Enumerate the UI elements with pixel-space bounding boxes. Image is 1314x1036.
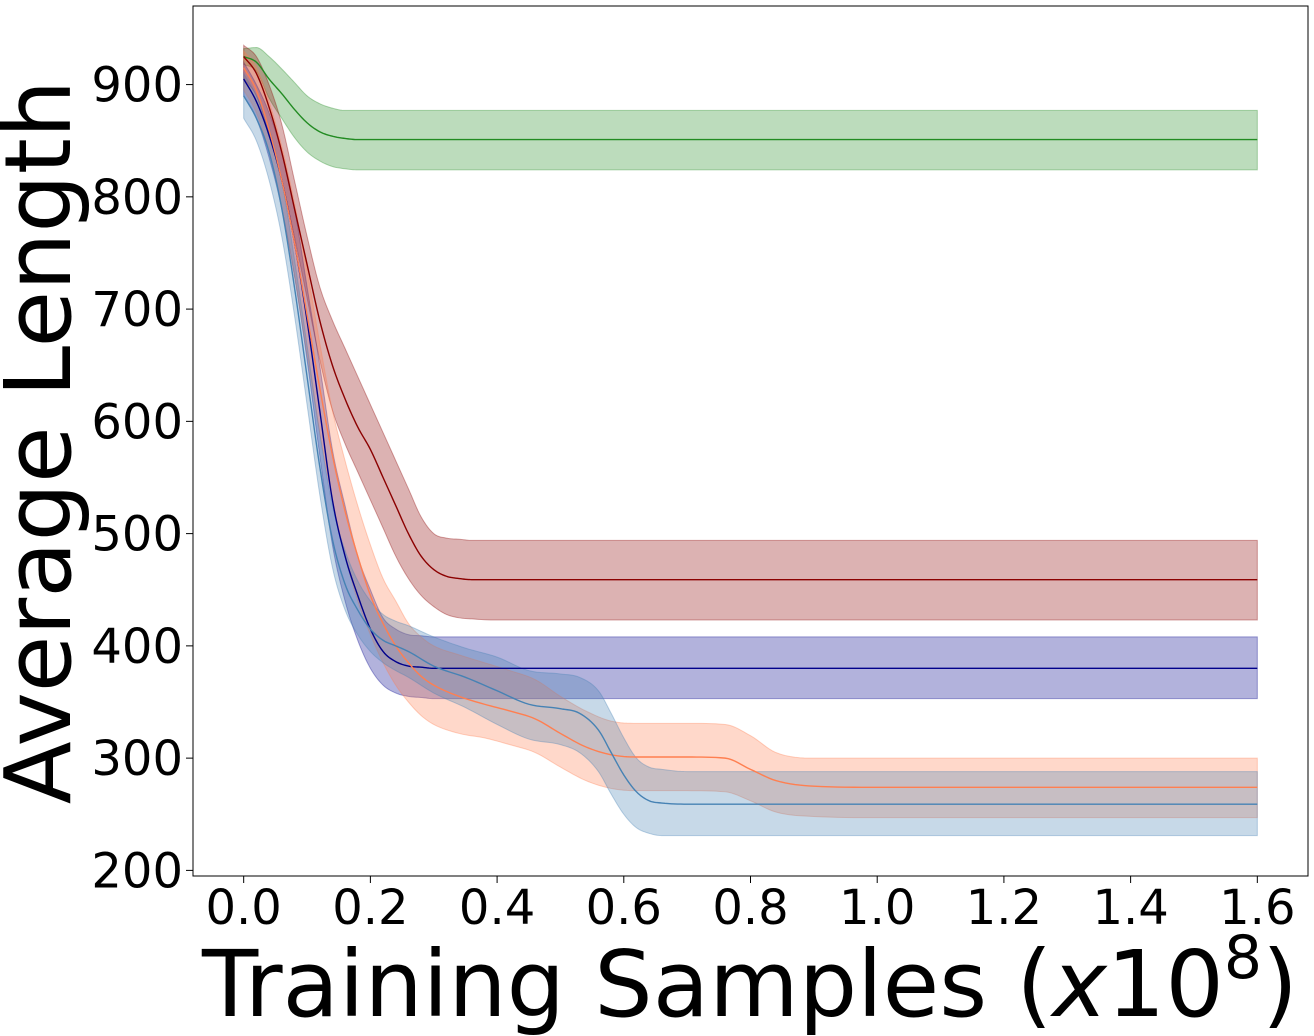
x-tick-label: 1.0 — [839, 880, 915, 936]
x-tick-label: 1.4 — [1092, 880, 1168, 936]
y-tick-label: 600 — [91, 394, 183, 450]
y-axis-label: Average Length — [0, 80, 92, 804]
line-series-4 — [243, 95, 1258, 805]
series-lines — [243, 55, 1258, 805]
x-tick-label: 0.0 — [206, 880, 282, 936]
y-tick-label: 200 — [91, 843, 183, 899]
y-axis-ticks: 200 300 400 500 600 700 800 900 — [91, 58, 193, 899]
x-tick-label: 0.2 — [332, 880, 408, 936]
y-tick-label: 900 — [91, 58, 183, 114]
y-tick-label: 700 — [91, 282, 183, 338]
x-tick-label: 0.8 — [712, 880, 788, 936]
line-series-1 — [243, 56, 1258, 581]
line-series-0 — [243, 55, 1258, 141]
plot-area — [192, 5, 1309, 877]
x-tick-label: 1.2 — [966, 880, 1042, 936]
x-tick-label: 0.4 — [459, 880, 535, 936]
x-axis-label-text: Training Samples ( — [201, 931, 1052, 1036]
x-tick-label: 1.6 — [1219, 880, 1295, 936]
x-axis-ticks: 0.0 0.2 0.4 0.6 0.8 1.0 1.2 1.4 1.6 — [206, 876, 1295, 936]
x-axis-label-var: x — [1049, 931, 1108, 1036]
x-axis-label: Training Samples (x108) — [201, 923, 1298, 1036]
y-tick-label: 500 — [91, 507, 183, 563]
x-axis-label-base: 10 — [1107, 931, 1224, 1036]
y-tick-label: 800 — [91, 170, 183, 226]
line-series-3 — [243, 67, 1258, 789]
y-tick-label: 300 — [91, 731, 183, 787]
x-axis-label-exponent: 8 — [1224, 923, 1262, 993]
band-series-1 — [243, 44, 1258, 621]
band-series-3 — [243, 49, 1258, 819]
x-tick-label: 0.6 — [586, 880, 662, 936]
x-axis-label-close: ) — [1262, 931, 1298, 1036]
band-series-2 — [243, 60, 1258, 700]
band-series-4 — [243, 71, 1258, 837]
y-tick-label: 400 — [91, 619, 183, 675]
